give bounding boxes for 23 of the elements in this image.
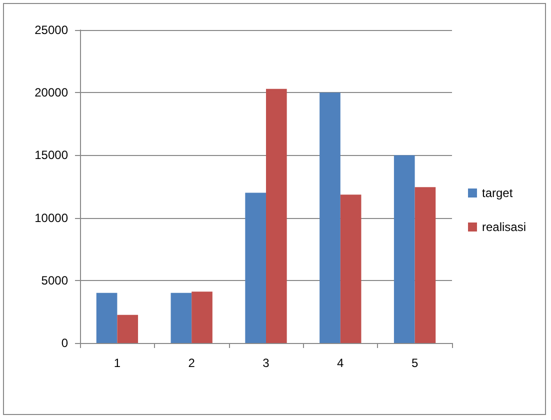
y-tick-label: 20000 (34, 86, 68, 100)
bar (414, 187, 436, 343)
y-tick-label: 5000 (41, 273, 68, 288)
x-tick-label: 3 (262, 356, 270, 370)
x-tick-label: 1 (114, 356, 121, 370)
bar (170, 292, 192, 343)
bar (266, 88, 287, 343)
legend-label: target (482, 186, 514, 200)
bar (96, 292, 118, 343)
bar (320, 92, 340, 343)
bar (117, 314, 138, 343)
y-tick-label: 25000 (34, 23, 68, 37)
x-tick-label: 2 (188, 356, 196, 370)
legend-label: realisasi (482, 220, 526, 234)
x-tick-label: 4 (337, 356, 344, 370)
bar (394, 155, 415, 343)
bar (340, 194, 362, 343)
bar (245, 192, 266, 343)
bar (192, 292, 212, 343)
y-tick-label: 15000 (34, 148, 68, 162)
y-tick-label: 0 (61, 336, 68, 350)
y-tick-label: 10000 (34, 210, 68, 225)
x-tick-label: 5 (411, 356, 418, 370)
